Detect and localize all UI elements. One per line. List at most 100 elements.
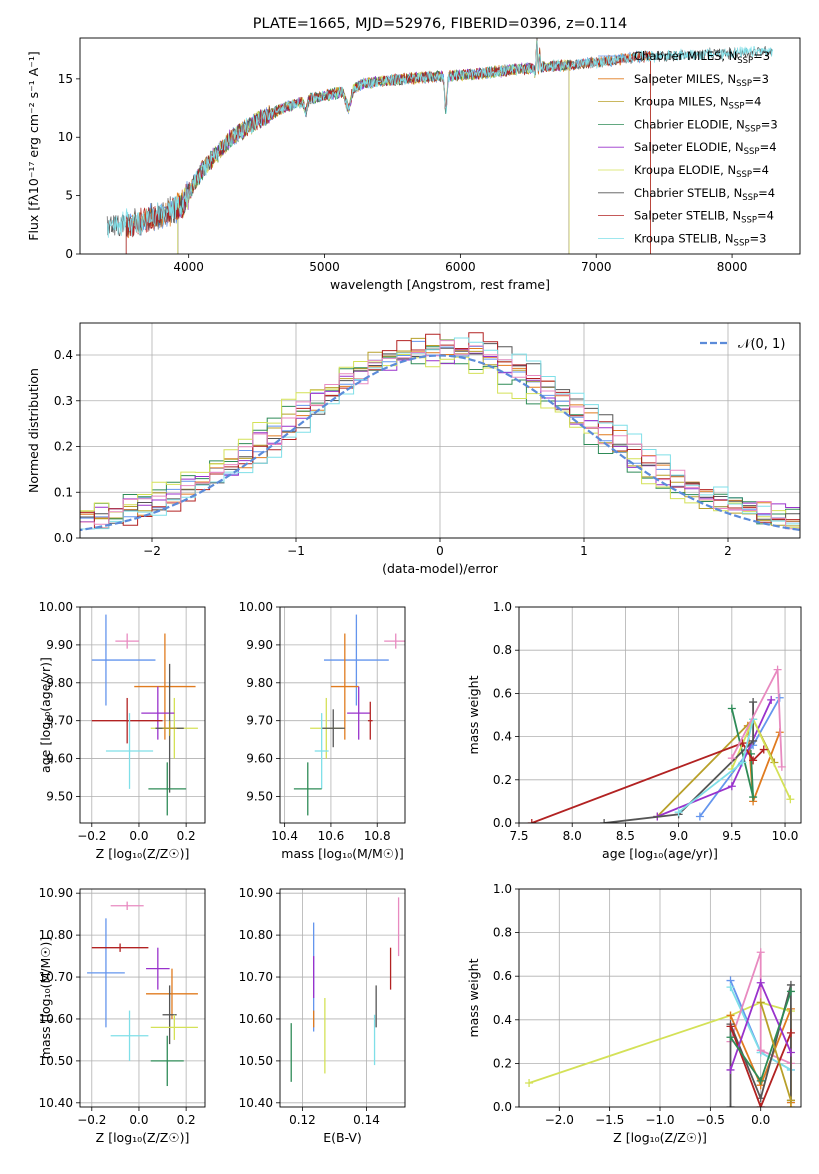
x-tick-label: 0.14	[353, 1113, 380, 1127]
y-tick-label: 10.70	[39, 970, 73, 984]
x-axis-label: mass [log₁₀(M/M☉)]	[281, 846, 403, 861]
axes-frame	[79, 888, 206, 1108]
spectrum-line	[125, 38, 651, 254]
mass-weight-marker	[773, 665, 782, 674]
x-tick-label: 2	[724, 544, 732, 558]
mass-weight-marker	[756, 1046, 765, 1055]
legend-entry: Salpeter STELIB, NSSP=4	[634, 209, 774, 226]
mass-weight-marker	[767, 695, 776, 704]
mass-weight-marker	[600, 819, 609, 823]
mass-weight-marker	[786, 1028, 795, 1037]
mass-weight-marker	[777, 762, 786, 771]
mass-weight-marker	[726, 1103, 735, 1107]
y-tick-label: 0.4	[54, 348, 73, 362]
x-tick-label: 9.0	[669, 829, 688, 843]
x-tick-label: 10.8	[364, 829, 391, 843]
y-tick-label: 0.2	[493, 773, 512, 787]
y-tick-label: 10.50	[239, 1054, 273, 1068]
x-tick-label: 7.5	[509, 829, 528, 843]
legend-tail: =3	[753, 49, 770, 63]
mass-weight-marker	[786, 795, 795, 804]
legend-text: Chabrier ELODIE, N	[634, 117, 745, 131]
x-axis-label: (data-model)/error	[382, 561, 499, 576]
y-tick-label: 9.80	[46, 676, 73, 690]
y-tick-label: 1.0	[493, 882, 512, 896]
x-tick-label: 0.2	[177, 1113, 196, 1127]
x-tick-label: −1	[287, 544, 305, 558]
mass-weight-marker	[756, 978, 765, 987]
mass-weight-marker	[727, 782, 736, 791]
legend-subscript: SSP	[737, 56, 753, 66]
y-tick-label: 0.0	[54, 531, 73, 545]
spectrum-line	[106, 38, 773, 237]
y-tick-label: 0.2	[493, 1056, 512, 1070]
y-tick-label: 9.60	[246, 752, 273, 766]
axes-frame	[79, 322, 801, 539]
mass-weight-marker	[726, 1033, 735, 1042]
axes-age_vs_Z: −0.2 0.0 0.2 9.50 9.60 9.70 9.80 9.90 10.00 Z [lo…	[38, 600, 206, 861]
axes-mass_vs_EBV: 0.12 0.14 10.40 10.50 10.60 10.70 10.80 10.90 E(…	[239, 886, 406, 1145]
y-tick-label: 9.70	[46, 714, 73, 728]
y-axis-label: mass [log₁₀(M/M☉)]	[38, 937, 53, 1059]
y-tick-label: 15	[58, 72, 73, 86]
mass-weight-marker	[726, 1022, 735, 1031]
x-tick-label: 0.0	[751, 1113, 770, 1127]
legend-subscript: SSP	[744, 147, 760, 157]
y-tick-label: 9.90	[46, 638, 73, 652]
y-tick-label: 10.00	[239, 600, 273, 614]
y-tick-label: 10.60	[39, 1012, 73, 1026]
x-axis-label: Z [log₁₀(Z/Z☉)]	[96, 846, 190, 861]
y-tick-label: 10.50	[39, 1054, 73, 1068]
y-tick-label: 10	[58, 130, 73, 144]
y-tick-label: 0.0	[493, 816, 512, 830]
mass-weight-line	[699, 697, 781, 818]
plot-area-age_vs_Z	[91, 614, 198, 816]
x-tick-label: 8.5	[616, 829, 635, 843]
legend-tail: =3	[761, 117, 778, 131]
legend-subscript: SSP	[734, 238, 750, 248]
x-axis-label: Z [log₁₀(Z/Z☉)]	[613, 1130, 707, 1145]
mass-weight-marker	[674, 808, 683, 817]
legend-entry: Chabrier MILES, NSSP=3	[634, 49, 770, 66]
x-axis-label: Z [log₁₀(Z/Z☉)]	[96, 1130, 190, 1145]
mass-weight-marker	[738, 758, 747, 767]
legend-entry: Kroupa MILES, NSSP=4	[634, 95, 761, 112]
plot-area-residuals	[80, 332, 800, 534]
y-tick-label: 0	[65, 247, 73, 261]
mass-weight-marker	[695, 812, 704, 821]
y-tick-label: 10.90	[239, 886, 273, 900]
plot-area-mass_vs_EBV	[290, 897, 400, 1082]
legend-text: Salpeter MILES, N	[634, 72, 736, 86]
x-tick-label: 10.6	[318, 829, 345, 843]
mass-weight-marker	[786, 1048, 795, 1057]
y-tick-label: 10.80	[39, 928, 73, 942]
legend-tail: =3	[749, 231, 766, 245]
histogram-step	[80, 340, 800, 530]
y-axis-label: Normed distribution	[26, 368, 41, 493]
legend-entry: Chabrier STELIB, NSSP=4	[634, 186, 775, 203]
x-tick-label: −1.5	[595, 1113, 624, 1127]
legend-text: Chabrier MILES, N	[634, 49, 737, 63]
axes-spectrum: 4000 5000 6000 7000 8000 0 5 10 15 wavelength [An…	[26, 37, 801, 292]
y-tick-label: 10.00	[39, 600, 73, 614]
mass-weight-marker	[756, 1103, 765, 1107]
y-axis-label: mass weight	[466, 958, 481, 1037]
legend-tail: =4	[758, 186, 775, 200]
y-tick-label: 9.70	[246, 714, 273, 728]
x-tick-label: 7000	[581, 260, 612, 274]
y-tick-label: 0.6	[493, 969, 512, 983]
y-tick-label: 10.40	[39, 1096, 73, 1110]
axes-frame	[518, 606, 802, 824]
x-tick-label: 0	[436, 544, 444, 558]
x-axis-label: age [log₁₀(age/yr)]	[602, 846, 718, 861]
y-tick-label: 1.0	[493, 600, 512, 614]
legend-tail: =4	[757, 209, 774, 223]
y-tick-label: 9.50	[46, 789, 73, 803]
legend-entry: Kroupa STELIB, NSSP=3	[634, 231, 766, 248]
x-tick-label: −0.5	[696, 1113, 725, 1127]
axes-frame	[79, 606, 206, 824]
x-tick-label: −2.0	[545, 1113, 574, 1127]
x-tick-label: −1.0	[645, 1113, 674, 1127]
